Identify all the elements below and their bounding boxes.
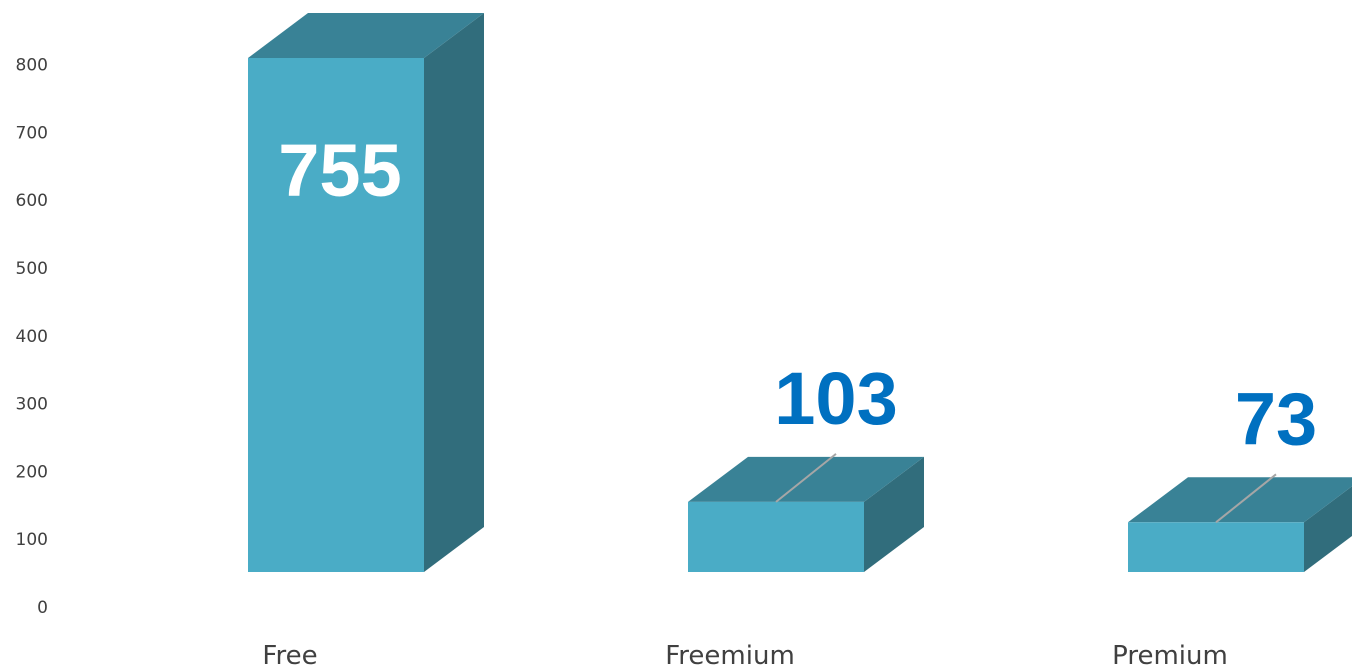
leader-line: [1215, 473, 1277, 524]
bar-top-face: [248, 13, 484, 58]
bar-side-face: [1304, 486, 1352, 572]
bar-side-face: [864, 456, 924, 572]
bar-side-face: [424, 13, 484, 572]
y-tick-label: 100: [16, 530, 48, 550]
data-label: 103: [774, 357, 897, 440]
bar-freemium: 103: [688, 357, 924, 572]
bar-front-face: [1128, 522, 1304, 572]
y-tick-label: 600: [16, 191, 48, 211]
y-tick-label: 500: [16, 259, 48, 279]
y-tick-label: 800: [16, 56, 48, 76]
category-label: Free: [262, 641, 317, 668]
bar-top-face: [688, 456, 924, 502]
bar-front-face: [688, 501, 864, 572]
y-axis: 0 100 200 300 400 500 600 700 800: [16, 56, 48, 618]
data-label: 73: [1235, 377, 1317, 460]
bar-premium: 73: [1128, 377, 1352, 572]
data-label: 755: [278, 129, 401, 212]
y-tick-label: 300: [16, 395, 48, 415]
y-tick-label: 200: [16, 462, 48, 482]
bars: 755 103 73: [248, 13, 1352, 572]
x-axis: Free Freemium Premium: [262, 641, 1227, 668]
category-label: Premium: [1112, 641, 1228, 668]
y-tick-label: 0: [37, 598, 48, 618]
category-label: Freemium: [665, 641, 795, 668]
y-tick-label: 400: [16, 327, 48, 347]
bar-front-face: [248, 58, 424, 572]
bar-free: 755: [248, 13, 484, 572]
y-tick-label: 700: [16, 123, 48, 143]
bar-top-face: [1128, 477, 1352, 523]
leader-line: [775, 453, 837, 503]
